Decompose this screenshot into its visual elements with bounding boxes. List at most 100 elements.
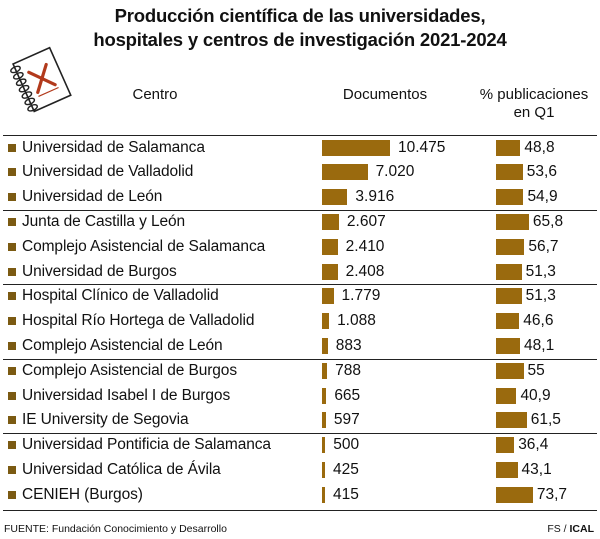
documentos-value: 3.916	[355, 188, 395, 206]
documentos-bar	[322, 164, 368, 181]
q1-bar	[496, 313, 520, 330]
chart-title-line-2: hospitales y centros de investigación 20…	[93, 29, 507, 50]
documentos-bar	[322, 362, 328, 379]
documentos-bar	[322, 387, 327, 404]
q1-bar	[496, 486, 533, 503]
documentos-value: 425	[333, 460, 359, 478]
q1-bar	[496, 238, 525, 255]
documentos-bar	[322, 461, 325, 478]
row-bullet	[8, 217, 16, 226]
table-row: Complejo Asistencial de Salamanca 2.410 56…	[0, 235, 600, 259]
row-name: Universidad de Salamanca	[22, 138, 205, 156]
table-row: IE University de Segovia 597 61,5	[0, 408, 600, 432]
q1-value: 43,1	[521, 460, 552, 478]
row-name: CENIEH (Burgos)	[22, 485, 143, 503]
row-bullet	[8, 416, 16, 425]
table-row: Universidad de Burgos 2.408 51,3	[0, 260, 600, 284]
table-row: Hospital Río Hortega de Valladolid 1.088 4…	[0, 309, 600, 333]
documentos-value: 1.779	[341, 287, 381, 305]
q1-value: 48,1	[524, 336, 555, 354]
documentos-value: 415	[333, 485, 359, 503]
documentos-bar	[322, 189, 348, 206]
documentos-bar	[322, 139, 390, 156]
notebook-icon	[10, 46, 72, 113]
row-name: Universidad Pontificia de Salamanca	[22, 436, 271, 454]
row-name: IE University de Segovia	[22, 411, 189, 429]
row-bullet	[8, 168, 16, 177]
row-bullet	[8, 341, 16, 350]
documentos-value: 665	[334, 386, 361, 404]
q1-bar	[496, 263, 522, 280]
row-name: Universidad Católica de Ávila	[22, 460, 221, 478]
documentos-value: 2.408	[345, 262, 385, 280]
table-row: Universidad de Valladolid 7.020 53,6	[0, 160, 600, 184]
q1-value: 40,9	[520, 386, 551, 404]
q1-bar	[496, 387, 517, 404]
q1-bar	[496, 139, 521, 156]
header-q1: % publicaciones en Q1	[479, 86, 589, 121]
source-note: FUENTE: Fundación Conocimiento y Desarro…	[4, 523, 227, 535]
q1-value: 51,3	[525, 287, 556, 305]
q1-value: 56,7	[528, 237, 559, 255]
documentos-bar	[322, 288, 334, 305]
table-row: Junta de Castilla y León 2.607 65,8	[0, 210, 600, 234]
q1-value: 48,8	[524, 138, 555, 156]
q1-bar	[496, 164, 523, 181]
documentos-value: 2.410	[345, 237, 385, 255]
chart-title-line-1: Producción científica de las universidad…	[114, 5, 486, 26]
row-bullet	[8, 267, 16, 276]
documentos-bar	[322, 486, 325, 503]
group-rule	[3, 358, 597, 360]
row-name: Universidad de Valladolid	[22, 163, 194, 181]
table-row: Universidad de Salamanca 10.475 48,8	[0, 136, 600, 160]
group-rule	[3, 433, 597, 435]
q1-value: 54,9	[527, 188, 558, 206]
q1-bar	[496, 213, 529, 230]
documentos-bar	[322, 313, 330, 330]
documentos-value: 500	[333, 436, 360, 454]
row-bullet	[8, 317, 16, 326]
table-row: Universidad Pontificia de Salamanca 500 36…	[0, 433, 600, 457]
q1-bar	[496, 362, 524, 379]
table-row: Universidad de León 3.916 54,9	[0, 185, 600, 209]
row-bullet	[8, 242, 16, 251]
row-bullet	[8, 441, 16, 450]
q1-value: 65,8	[532, 212, 564, 230]
row-name: Complejo Asistencial de Salamanca	[22, 237, 266, 255]
credit: FS / ICAL	[547, 522, 594, 536]
q1-bar	[496, 189, 524, 206]
row-name: Universidad Isabel I de Burgos	[22, 386, 231, 404]
row-bullet	[8, 292, 16, 301]
table-row: Complejo Asistencial de León 883 48,1	[0, 334, 600, 358]
group-rule	[3, 209, 597, 211]
q1-value: 53,6	[526, 163, 557, 181]
chart-title: Producción científica de las universidad…	[0, 4, 600, 52]
row-name: Junta de Castilla y León	[22, 212, 186, 230]
row-name: Hospital Clínico de Valladolid	[22, 287, 219, 305]
table-row: Complejo Asistencial de Burgos 788 55	[0, 359, 600, 383]
rule-top	[3, 135, 597, 136]
header-centro: Centro	[132, 86, 178, 103]
table-row: Universidad Católica de Ávila 425 43,1	[0, 458, 600, 482]
q1-bar	[496, 437, 515, 454]
documentos-value: 1.088	[337, 312, 376, 330]
row-name: Complejo Asistencial de Burgos	[22, 361, 237, 379]
q1-value: 46,6	[523, 312, 554, 330]
documentos-value: 2.607	[346, 212, 386, 230]
documentos-bar	[322, 263, 338, 280]
table-row: CENIEH (Burgos) 415 73,7	[0, 483, 600, 507]
q1-value: 61,5	[530, 411, 561, 429]
q1-value: 55	[527, 361, 545, 379]
documentos-bar	[322, 238, 338, 255]
rule-bottom	[3, 510, 597, 511]
row-name: Hospital Río Hortega de Valladolid	[22, 312, 255, 330]
documentos-bar	[322, 337, 328, 354]
documentos-bar	[322, 213, 339, 230]
row-bullet	[8, 143, 16, 152]
documentos-bar	[322, 412, 326, 429]
row-name: Universidad de Burgos	[22, 262, 177, 280]
documentos-value: 883	[335, 336, 362, 354]
row-bullet	[8, 193, 16, 202]
documentos-value: 10.475	[398, 138, 446, 156]
row-name: Universidad de León	[22, 188, 163, 206]
